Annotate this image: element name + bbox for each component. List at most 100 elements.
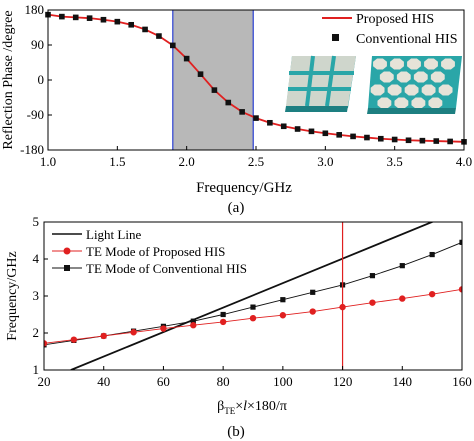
- y-tick-label: 2: [33, 325, 40, 340]
- panel-a-ticks: 1.0 1.5 2.0 2.5 3.0 3.5 4.0 180 90 0 -90 -180: [20, 2, 472, 169]
- legend-swatch-conventional: [332, 34, 339, 41]
- marker-conventional-te: [220, 311, 226, 318]
- legend-label-conventional-te: TE Mode of Conventional HIS: [86, 261, 247, 276]
- marker-proposed-te: [399, 295, 406, 302]
- x-tick-label: 60: [157, 374, 170, 389]
- marker-conventional: [170, 42, 176, 49]
- x-tick-label: 4.0: [456, 154, 472, 169]
- marker-conventional: [280, 123, 287, 130]
- marker-conventional: [391, 136, 398, 143]
- panel-a-series: [45, 11, 467, 145]
- marker-conventional-te: [459, 239, 462, 245]
- marker-conventional-te: [190, 318, 196, 324]
- x-tick-label: 80: [217, 374, 230, 389]
- y-tick-label: 180: [25, 2, 45, 17]
- x-tick-label: 160: [452, 374, 472, 389]
- y-tick-label: -180: [20, 142, 44, 157]
- hex-cell: [370, 84, 385, 96]
- marker-conventional: [294, 126, 301, 132]
- x-tick-label: 3.5: [387, 154, 403, 169]
- marker-conventional: [308, 128, 315, 135]
- marker-conventional: [128, 21, 134, 28]
- marker-proposed-te: [44, 340, 48, 347]
- panel-a-caption: (a): [228, 200, 245, 216]
- shaded-frequency-band: [172, 10, 254, 150]
- marker-proposed-te: [219, 318, 227, 326]
- hex-cell: [430, 71, 445, 83]
- y-tick-label: 1: [33, 362, 40, 377]
- y-tick-label: -90: [27, 107, 44, 122]
- marker-conventional: [433, 138, 440, 144]
- y-tick-label: 90: [31, 37, 44, 52]
- square-patch-array-icon: [285, 55, 356, 112]
- hex-cell: [428, 97, 443, 109]
- panel-b-ticks: 20 40 60 80 100 120 140 160 1 2 3 4 5: [33, 214, 472, 389]
- hex-cell: [373, 58, 387, 70]
- panel-b-frame: [43, 221, 463, 371]
- marker-conventional: [419, 137, 426, 144]
- hex-cell: [377, 97, 392, 109]
- marker-proposed-te: [130, 329, 137, 336]
- legend-marker-proposed-te: [63, 247, 71, 255]
- y-tick-label: 0: [38, 72, 45, 87]
- marker-proposed-te: [190, 322, 197, 329]
- hex-cell: [424, 58, 438, 70]
- marker-proposed-te: [160, 325, 167, 332]
- panel-a-chart: 1.0 1.5 2.0 2.5 3.0 3.5 4.0 180 90 0 -90 -180 Propo…: [1, 2, 472, 216]
- marker-conventional: [447, 138, 453, 145]
- hex-cell: [441, 58, 455, 70]
- marker-conventional: [267, 119, 273, 126]
- panel-b-series: [44, 222, 462, 370]
- marker-conventional-te: [250, 304, 256, 310]
- legend-label-proposed: Proposed HIS: [356, 12, 434, 27]
- legend-marker-conventional-te: [64, 265, 70, 271]
- panel-b-chart: 20 40 60 80 100 120 140 160 1 2 3 4 5 Light Line TE …: [5, 214, 472, 440]
- marker-conventional: [142, 26, 148, 33]
- marker-proposed-te: [249, 315, 257, 322]
- panel-a-ylabel: Reflection Phase /degree: [1, 10, 16, 149]
- panel-b-caption: (b): [227, 424, 245, 440]
- marker-conventional: [59, 13, 65, 20]
- marker-proposed-te: [458, 286, 462, 293]
- panel-b-xlabel: βTE×l×180/π: [217, 399, 287, 416]
- marker-proposed-te: [309, 308, 316, 315]
- x-tick-label: 20: [38, 374, 51, 389]
- marker-conventional: [197, 71, 204, 77]
- panel-a-xlabel: Frequency/GHz: [196, 180, 292, 196]
- x-tick-label: 2.0: [179, 154, 195, 169]
- legend-label-proposed-te: TE Mode of Proposed HIS: [86, 244, 225, 259]
- hex-cell: [379, 71, 394, 83]
- x-tick-label: 1.0: [40, 154, 56, 169]
- marker-conventional: [225, 99, 232, 106]
- y-tick-label: 5: [33, 214, 40, 229]
- x-tick-label: 40: [97, 374, 110, 389]
- x-tick-label: 1.5: [109, 154, 125, 169]
- marker-conventional: [183, 55, 190, 62]
- x-tick-label: 120: [333, 374, 353, 389]
- marker-proposed-te: [369, 299, 376, 306]
- hex-cell: [413, 71, 428, 83]
- marker-conventional: [336, 132, 342, 138]
- marker-proposed-te: [279, 312, 287, 319]
- marker-conventional: [114, 18, 121, 25]
- panel-a-legend: Proposed HIS Conventional HIS: [322, 12, 458, 47]
- marker-conventional-te: [399, 263, 405, 269]
- marker-conventional: [72, 14, 79, 21]
- legend-label-conventional: Conventional HIS: [356, 32, 458, 47]
- marker-conventional: [378, 135, 384, 142]
- marker-conventional-te: [369, 273, 376, 279]
- x-tick-label: 140: [393, 374, 413, 389]
- marker-conventional: [364, 134, 370, 141]
- panel-b-plot-area: [44, 222, 462, 370]
- marker-conventional: [350, 133, 356, 140]
- marker-conventional: [322, 130, 329, 137]
- marker-conventional: [211, 87, 218, 93]
- marker-proposed-te: [70, 336, 78, 343]
- hex-cell: [396, 71, 411, 83]
- x-tick-label: 2.5: [248, 154, 264, 169]
- marker-conventional: [405, 137, 412, 144]
- x-tick-label: 100: [273, 374, 293, 389]
- marker-conventional: [253, 115, 259, 121]
- hex-cell: [421, 84, 436, 96]
